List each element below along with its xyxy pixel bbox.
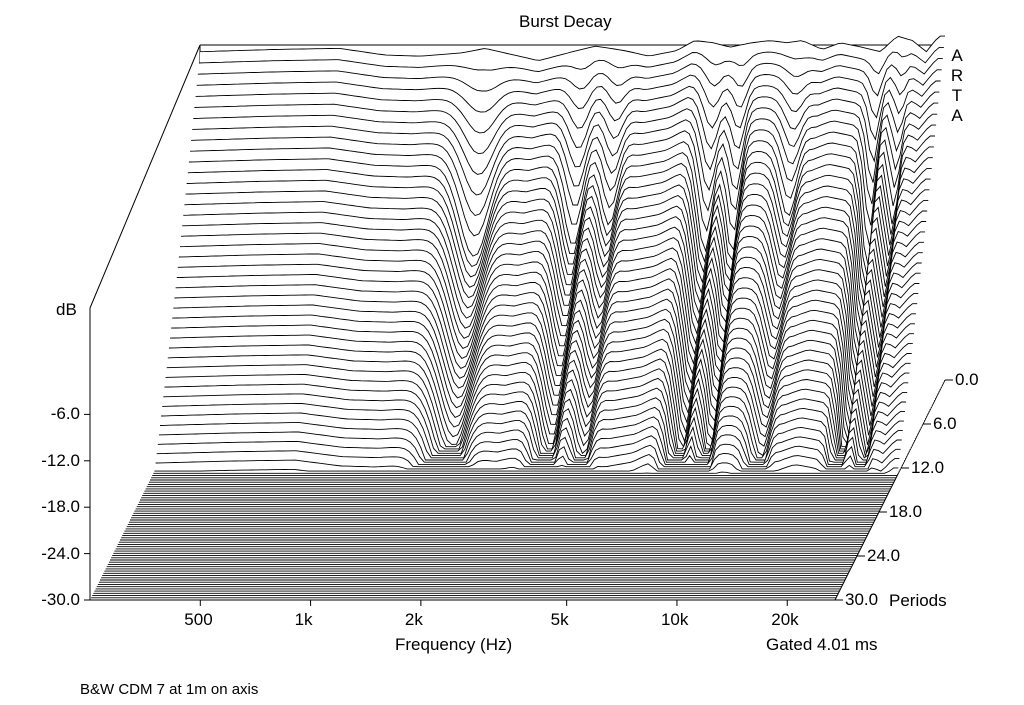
decay-slice [187,157,933,279]
y-tick-label: -18.0 [41,497,80,517]
decay-slice [181,221,927,340]
decay-slice [161,401,907,459]
decay-slice [162,391,908,457]
y-tick-label: -24.0 [41,543,80,563]
decay-slice-fill [155,449,901,469]
x-tick-label: 10k [660,610,689,629]
decay-slices [90,35,945,601]
x-axis-label: Frequency (Hz) [395,635,513,654]
z-tick-label: 18.0 [889,502,923,521]
decay-slice [164,372,910,452]
arta-letter: A [951,46,963,65]
x-tick-label: 1k [294,610,313,629]
y-axis-label: dB [56,300,77,319]
y-tick-label: -6.0 [50,404,80,424]
decay-slice [159,411,905,461]
decay-slice [189,135,935,247]
right-diagonal [834,379,946,601]
z-axis-label: Periods [889,591,947,610]
x-tick-label: 5k [550,610,569,629]
decay-slice [179,231,925,350]
decay-slice [186,167,932,289]
decay-slice [192,113,938,205]
z-tick-label: 24.0 [867,546,901,565]
decay-slice [172,303,918,419]
decay-slice [182,210,928,330]
decay-slice [195,80,941,141]
decay-slice [198,46,944,75]
axis-ticks [84,379,953,606]
decay-slice [154,458,900,472]
arta-letter: R [950,66,964,85]
decay-slice [199,35,945,61]
decay-slice [163,382,909,455]
z-tick-label: 30.0 [845,590,879,609]
decay-slice [173,293,919,410]
decay-slice [197,58,943,97]
decay-slice [174,283,920,400]
decay-slice [166,353,912,448]
decay-slice [178,241,924,360]
decay-slice [153,467,899,474]
decay-slice [165,362,911,450]
arta-letter: T [951,86,963,105]
decay-slice [168,333,914,443]
decay-slice [196,69,942,119]
decay-slice [183,199,929,320]
decay-slice [184,189,930,310]
z-tick-label: 12.0 [911,458,945,477]
x-tick-label: 500 [184,610,213,629]
decay-slice [155,448,901,470]
chart-title: Burst Decay [519,12,612,31]
decay-slice [194,91,940,163]
decay-slice [171,313,917,429]
decay-slice [185,178,931,299]
left-diagonal [89,44,201,309]
x-tick-label: 2k [404,610,423,629]
decay-slice [156,439,902,468]
gating-note: Gated 4.01 ms [766,635,878,654]
z-tick-label: 6.0 [933,414,957,433]
decay-slice [177,252,923,370]
decay-slice [157,430,903,465]
x-tick-label: 20k [771,610,799,629]
decay-slice [191,124,937,226]
arta-letter: A [951,106,963,125]
decay-slice [175,272,921,390]
decay-slice [169,323,915,439]
caption: B&W CDM 7 at 1m on axis [80,681,259,698]
y-tick-label: -30.0 [41,590,80,609]
decay-slice [158,420,904,463]
decay-slice [193,102,939,183]
y-tick-label: -12.0 [41,450,80,470]
decay-slice [176,262,922,380]
z-tick-label: 0.0 [955,370,979,389]
decay-slice [167,343,913,446]
decay-slice [188,146,934,268]
